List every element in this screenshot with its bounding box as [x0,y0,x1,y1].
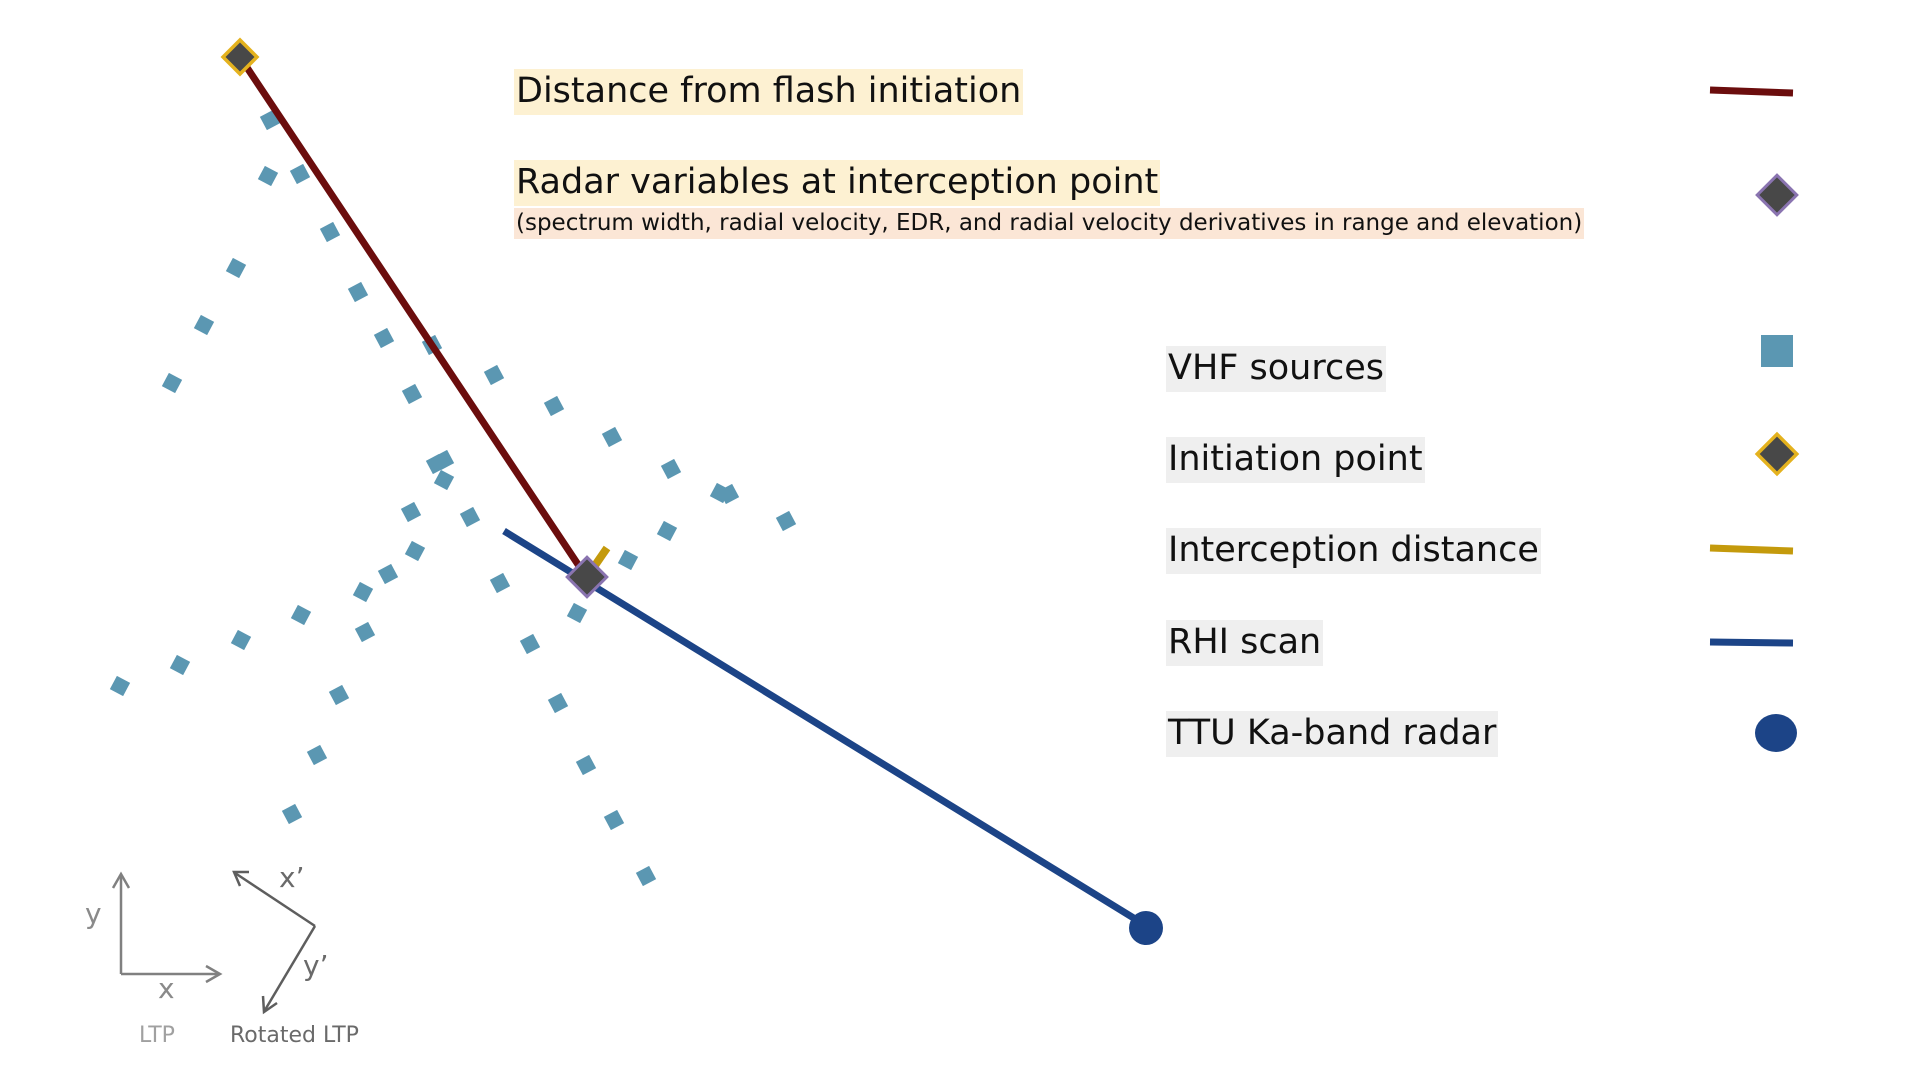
vhf-source-marker [566,602,588,624]
rotated-ltp-axes [232,870,317,1015]
vhf-source-marker [543,395,565,417]
vhf-source-marker [635,865,657,887]
vhf-source-marker [354,621,376,643]
vhf-source-marker [230,629,252,651]
vhf-source-marker [660,458,682,480]
flash-distance-line [236,53,591,582]
vhf-source-marker [193,314,215,336]
legend-initiation-swatch [1754,431,1800,477]
vhf-source-marker [352,581,374,603]
legend-interception-swatch [1709,544,1794,555]
vhf-source-marker [601,426,623,448]
vhf-source-marker [109,675,131,697]
vhf-source-marker [373,327,395,349]
legend-radar-swatch [1755,714,1797,752]
ltp-x-label: x [158,972,175,1005]
vhf-source-marker [433,469,455,491]
vhf-source-marker [603,809,625,831]
vhf-source-marker [347,281,369,303]
vhf-source-marker [575,754,597,776]
vhf-source-marker [225,257,247,279]
ltp-y-label: y [85,897,102,930]
legend-vhf-swatch [1761,335,1793,367]
vhf-source-marker [489,572,511,594]
ltp-axes [111,871,223,984]
initiation-point-marker [220,37,260,77]
vhf-source-marker [281,803,303,825]
vhf-source-marker [169,654,191,676]
legend-flash-distance-swatch [1709,86,1794,97]
vhf-source-marker [306,744,328,766]
vhf-source-marker [519,633,541,655]
legend-radar-variables-swatch [1755,173,1799,217]
vhf-source-marker [319,221,341,243]
ltp-caption: LTP [139,1023,175,1048]
legend-radar-variables-detail: (spectrum width, radial velocity, EDR, a… [514,208,1585,239]
legend-radar-label: TTU Ka-band radar [1166,711,1499,757]
rhi-scan-line [502,528,1147,928]
vhf-source-marker [617,549,639,571]
legend-radar-variables-label: Radar variables at interception point [514,160,1161,206]
vhf-source-marker [775,510,797,532]
vhf-source-marker [377,563,399,585]
vhf-source-marker [290,604,312,626]
radar-marker [1129,911,1163,945]
rotated-x-label: x’ [279,861,305,894]
vhf-source-marker [328,684,350,706]
vhf-source-marker [289,163,311,185]
vhf-source-marker [656,520,678,542]
rotated-y-label: y’ [303,949,329,982]
vhf-source-marker [161,372,183,394]
vhf-source-marker [400,501,422,523]
vhf-source-marker [401,383,423,405]
interception-point-marker [565,555,609,599]
legend-initiation-label: Initiation point [1166,437,1425,483]
legend-rhi-label: RHI scan [1166,620,1324,666]
rotated-caption: Rotated LTP [230,1023,359,1048]
legend-vhf-label: VHF sources [1166,346,1386,392]
vhf-source-marker [483,364,505,386]
vhf-source-marker [547,692,569,714]
legend-interception-label: Interception distance [1166,528,1541,574]
vhf-source-marker [709,482,731,504]
vhf-source-marker [404,540,426,562]
vhf-source-marker [433,449,455,471]
legend-flash-distance-label: Distance from flash initiation [514,69,1024,115]
vhf-source-marker [257,165,279,187]
vhf-source-marker [459,506,481,528]
legend-rhi-swatch [1709,638,1794,647]
vhf-sources-group [109,109,797,887]
